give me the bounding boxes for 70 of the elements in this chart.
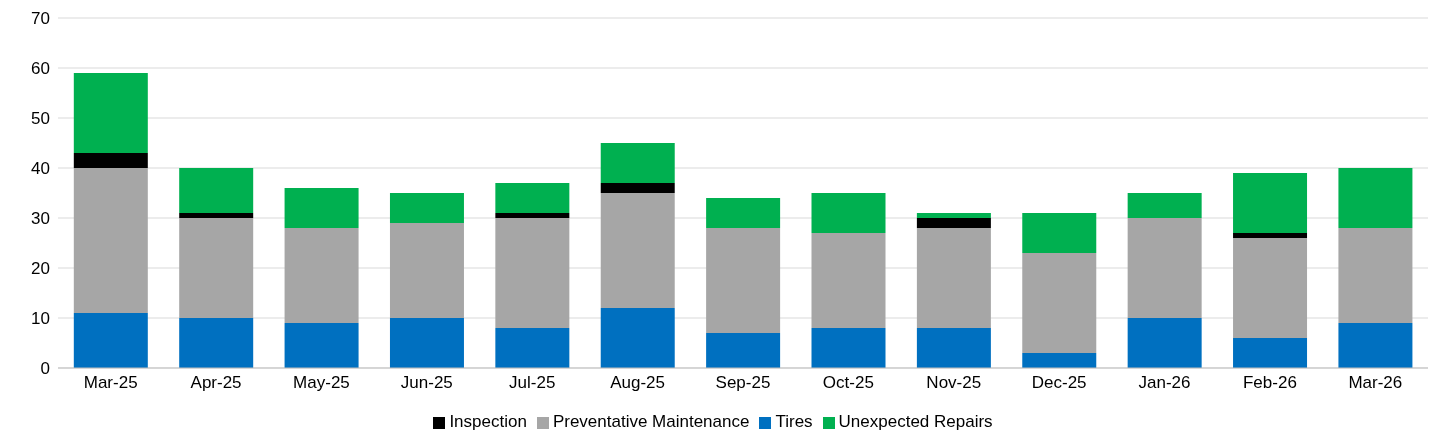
bar bbox=[179, 318, 254, 368]
x-tick-label: Sep-25 bbox=[715, 373, 771, 393]
bar bbox=[706, 333, 781, 368]
bar bbox=[1233, 173, 1308, 233]
x-tick-label: Jun-25 bbox=[400, 373, 453, 393]
bar bbox=[1022, 213, 1097, 253]
x-tick-label: Jul-25 bbox=[509, 373, 556, 393]
bar bbox=[600, 193, 675, 308]
bar bbox=[706, 198, 781, 228]
x-tick-label: Apr-25 bbox=[190, 373, 242, 393]
legend-label: Tires bbox=[775, 412, 813, 431]
bar bbox=[179, 218, 254, 318]
bar bbox=[600, 183, 675, 193]
y-tick-label: 30 bbox=[31, 209, 50, 229]
x-tick-label: Feb-26 bbox=[1242, 373, 1297, 393]
legend-label: Preventative Maintenance bbox=[552, 412, 750, 431]
bar bbox=[1233, 238, 1308, 338]
y-tick-label: 20 bbox=[31, 259, 50, 279]
bar bbox=[1233, 233, 1308, 238]
y-tick-label: 10 bbox=[31, 309, 50, 329]
bar bbox=[600, 143, 675, 183]
bar bbox=[495, 218, 570, 328]
bar bbox=[811, 193, 886, 233]
bar bbox=[495, 213, 570, 218]
bar bbox=[811, 328, 886, 368]
bar bbox=[284, 323, 359, 368]
bar bbox=[706, 228, 781, 333]
x-tick-label: Jan-26 bbox=[1138, 373, 1191, 393]
bar bbox=[495, 328, 570, 368]
bar bbox=[916, 328, 991, 368]
x-tick-label: Mar-26 bbox=[1348, 373, 1403, 393]
bar bbox=[916, 218, 991, 228]
bar bbox=[1233, 338, 1308, 368]
bar bbox=[179, 168, 254, 213]
bar bbox=[1127, 218, 1202, 318]
bar bbox=[73, 168, 148, 313]
legend-label: Inspection bbox=[449, 412, 527, 431]
y-tick-label: 40 bbox=[31, 159, 50, 179]
bar bbox=[1127, 318, 1202, 368]
bar bbox=[495, 183, 570, 213]
x-tick-label: Dec-25 bbox=[1031, 373, 1087, 393]
bar bbox=[1022, 353, 1097, 368]
bar bbox=[600, 308, 675, 368]
y-tick-label: 50 bbox=[31, 109, 50, 129]
bar bbox=[389, 223, 464, 318]
x-tick-label: May-25 bbox=[293, 373, 350, 393]
bar bbox=[1022, 253, 1097, 353]
bar bbox=[811, 233, 886, 328]
x-tick-label: Aug-25 bbox=[610, 373, 666, 393]
x-tick-label: Mar-25 bbox=[83, 373, 138, 393]
y-tick-label: 0 bbox=[40, 359, 50, 379]
legend-label: Unexpected Repairs bbox=[838, 412, 993, 431]
bar bbox=[916, 213, 991, 218]
bar bbox=[389, 318, 464, 368]
bar bbox=[1127, 193, 1202, 218]
bar bbox=[284, 228, 359, 323]
y-tick-label: 60 bbox=[31, 59, 50, 79]
bar bbox=[73, 73, 148, 153]
bar bbox=[284, 188, 359, 228]
bar bbox=[73, 313, 148, 368]
bar bbox=[1338, 323, 1413, 368]
bar bbox=[916, 228, 991, 328]
x-tick-label: Nov-25 bbox=[926, 373, 982, 393]
bar bbox=[179, 213, 254, 218]
bar bbox=[389, 193, 464, 223]
x-tick-label: Oct-25 bbox=[822, 373, 874, 393]
y-tick-label: 70 bbox=[31, 9, 50, 29]
bar bbox=[1338, 168, 1413, 228]
bar bbox=[1338, 228, 1413, 323]
bar bbox=[73, 153, 148, 168]
